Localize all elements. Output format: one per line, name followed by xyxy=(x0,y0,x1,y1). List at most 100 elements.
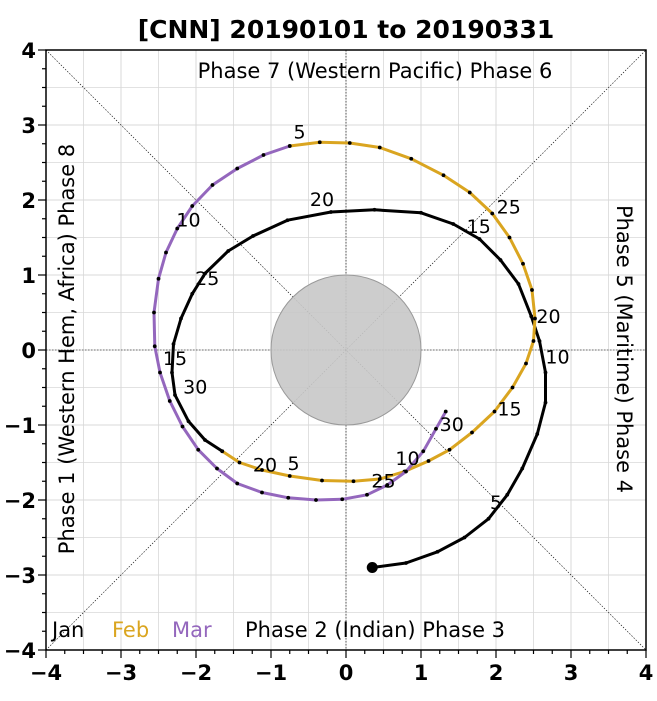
day-label: 20 xyxy=(536,306,560,328)
data-point xyxy=(158,370,162,375)
data-point xyxy=(317,140,322,145)
data-point xyxy=(490,211,495,216)
x-tick-label: 4 xyxy=(639,661,654,685)
data-point xyxy=(477,237,482,241)
data-point xyxy=(215,466,219,471)
data-point xyxy=(530,288,534,292)
data-point xyxy=(434,426,438,431)
data-point xyxy=(467,190,472,195)
legend-jan: Jan xyxy=(50,618,84,642)
legend-feb: Feb xyxy=(112,618,149,642)
y-tick-label: 0 xyxy=(21,339,36,363)
day-label: 20 xyxy=(310,189,334,211)
data-point xyxy=(505,492,510,497)
data-point xyxy=(520,466,525,471)
data-point xyxy=(447,447,452,452)
data-point xyxy=(516,282,521,286)
day-label: 30 xyxy=(183,377,207,399)
data-point xyxy=(510,385,515,390)
data-point xyxy=(235,481,240,486)
data-point xyxy=(235,166,240,171)
y-tick-label: 1 xyxy=(21,264,36,288)
x-tick-label: 1 xyxy=(414,661,429,685)
data-point xyxy=(404,469,408,474)
inner-circle xyxy=(270,274,422,426)
x-tick-label: −2 xyxy=(180,661,212,685)
data-point xyxy=(351,479,356,484)
day-label: 10 xyxy=(395,448,419,470)
data-point xyxy=(260,490,264,495)
data-point xyxy=(529,314,534,319)
data-point xyxy=(421,449,426,454)
x-tick-label: 0 xyxy=(339,661,354,685)
data-point xyxy=(543,370,548,375)
data-point xyxy=(426,459,431,463)
y-tick-label: 4 xyxy=(21,39,36,63)
day-label: 5 xyxy=(293,122,305,144)
chart-title: [CNN] 20190101 to 20190331 xyxy=(138,15,555,44)
data-point xyxy=(320,478,324,483)
y-tick-label: −3 xyxy=(4,564,36,588)
data-point xyxy=(190,291,195,296)
data-point xyxy=(486,516,491,521)
data-point xyxy=(441,173,446,178)
data-point xyxy=(180,424,185,429)
start-point-marker xyxy=(366,562,378,573)
data-point xyxy=(537,339,542,343)
data-point xyxy=(226,249,231,253)
data-point xyxy=(340,497,345,502)
legend-mar: Mar xyxy=(172,618,212,642)
data-point xyxy=(377,145,382,150)
y-tick-label: −2 xyxy=(4,489,36,513)
data-point xyxy=(451,222,456,226)
data-point xyxy=(237,460,242,465)
data-point xyxy=(435,549,440,554)
phase-label-left: Phase 1 (Western Hem, Africa) Phase 8 xyxy=(55,144,79,554)
day-label: 25 xyxy=(497,197,521,219)
data-point xyxy=(190,204,195,208)
data-point xyxy=(521,261,525,266)
data-point xyxy=(171,342,176,346)
day-label: 5 xyxy=(287,453,299,475)
data-point xyxy=(203,438,207,442)
data-point xyxy=(329,210,333,214)
day-label: 10 xyxy=(545,347,569,369)
data-point xyxy=(286,495,291,500)
data-point xyxy=(175,226,180,231)
data-point xyxy=(260,468,264,472)
data-point xyxy=(409,156,414,161)
data-point xyxy=(287,474,292,478)
data-point xyxy=(261,153,266,157)
data-point xyxy=(179,316,183,321)
day-label: 25 xyxy=(371,470,395,492)
data-point xyxy=(287,144,292,148)
data-point xyxy=(152,310,156,315)
y-tick-label: −4 xyxy=(4,639,36,663)
phase-label-right: Phase 5 (Maritime) Phase 4 xyxy=(612,205,636,493)
x-tick-label: 3 xyxy=(564,661,579,685)
phase-label-bottom: Phase 2 (Indian) Phase 3 xyxy=(245,618,505,642)
x-tick-label: −3 xyxy=(105,661,137,685)
data-point xyxy=(543,400,548,405)
data-point xyxy=(314,498,318,502)
data-point xyxy=(470,430,474,435)
data-point xyxy=(365,492,369,497)
data-point xyxy=(524,361,528,366)
data-point xyxy=(186,419,191,424)
data-point xyxy=(220,449,225,454)
data-point xyxy=(347,141,352,145)
day-label: 25 xyxy=(195,268,219,290)
data-point xyxy=(531,339,536,343)
phase-label-top: Phase 7 (Western Pacific) Phase 6 xyxy=(198,59,553,83)
x-tick-label: −1 xyxy=(255,661,287,685)
data-point xyxy=(167,399,172,403)
day-label: 15 xyxy=(497,398,521,420)
day-label: 15 xyxy=(163,348,187,370)
data-point xyxy=(462,535,467,540)
data-point xyxy=(173,393,177,397)
data-point xyxy=(385,483,390,487)
data-point xyxy=(507,235,512,240)
data-point xyxy=(372,207,377,212)
data-point xyxy=(533,316,537,321)
